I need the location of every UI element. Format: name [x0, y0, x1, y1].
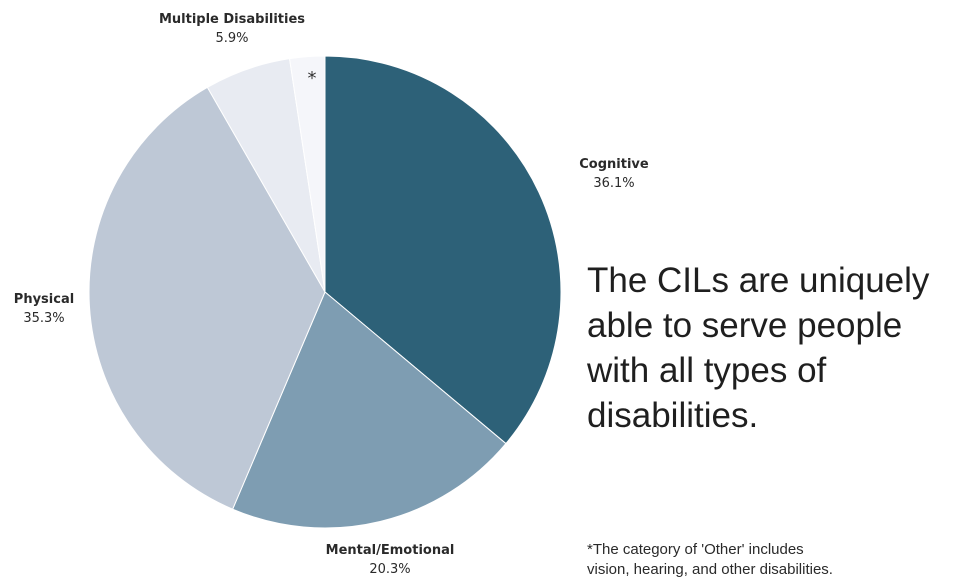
slice-value-physical: 35.3%: [23, 311, 64, 326]
pie-slice-mental-emotional: [231, 291, 507, 529]
slice-value-cognitive: 36.1%: [593, 176, 634, 191]
footnote-line: vision, hearing, and other disabilities.: [587, 561, 833, 578]
slice-value-multiple-disabilities: 5.9%: [215, 31, 248, 46]
slice-label-mental-emotional: Mental/Emotional: [326, 543, 455, 558]
slice-labels: Cognitive 36.1% Mental/Emotional 20.3% Physi…: [14, 12, 649, 577]
footnote: *The category of 'Other' includes vision…: [587, 540, 972, 580]
other-slice-marker: *: [308, 68, 317, 89]
slice-label-cognitive: Cognitive: [579, 157, 649, 172]
footnote-line: *The category of 'Other' includes: [587, 541, 804, 558]
slice-label-physical: Physical: [14, 292, 74, 307]
headline-line: The CILs are uniquely: [587, 261, 930, 300]
pie-slice-other: [288, 55, 326, 293]
headline-line: with all types of: [587, 351, 827, 390]
headline-line: able to serve people: [587, 306, 903, 345]
headline-line: disabilities.: [587, 396, 759, 435]
pie-slice-physical: [88, 86, 326, 510]
slice-label-multiple-disabilities: Multiple Disabilities: [159, 12, 305, 27]
slice-value-mental-emotional: 20.3%: [369, 562, 410, 577]
headline: The CILs are uniquely able to serve peop…: [587, 258, 972, 438]
pie-slices: [88, 55, 562, 529]
pie-slice-cognitive: [324, 55, 562, 445]
